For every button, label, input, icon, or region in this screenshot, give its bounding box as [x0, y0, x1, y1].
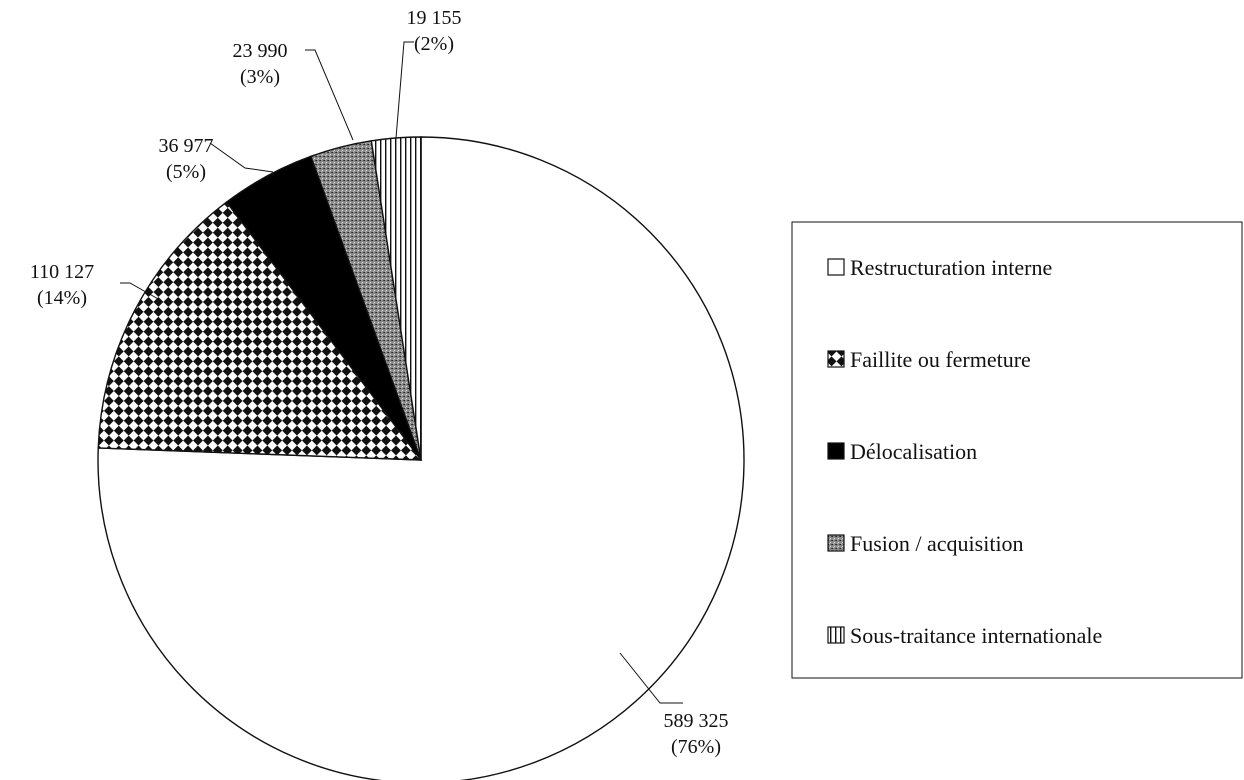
legend-swatch-delocalisation: [827, 442, 845, 460]
legend-swatch-restructuration-interne: [827, 258, 845, 276]
legend-label-restructuration-interne: Restructuration interne: [850, 255, 1052, 280]
leader-lines: [120, 41, 683, 704]
data-label-percent-restructuration-interne: (76%): [671, 736, 721, 758]
data-label-percent-faillite-ou-fermeture: (14%): [37, 287, 87, 309]
data-label-value-restructuration-interne: 589 325: [664, 710, 729, 732]
legend-swatch-sous-traitance-internationale: [827, 626, 845, 644]
data-label-value-fusion-acquisition: 23 990: [233, 40, 288, 62]
leader-line-restructuration-interne: [619, 652, 683, 704]
legend-swatch-faillite-ou-fermeture: [827, 350, 845, 368]
leader-line-faillite-ou-fermeture: [120, 282, 161, 301]
legend-label-delocalisation: Délocalisation: [850, 439, 977, 464]
data-label-percent-delocalisation: (5%): [166, 161, 206, 183]
leader-line-delocalisation: [209, 142, 274, 173]
data-label-percent-fusion-acquisition: (3%): [240, 66, 280, 88]
legend: Restructuration interne Faillite ou ferme…: [791, 221, 1243, 679]
legend-swatch-fusion-acquisition: [827, 534, 845, 552]
legend-label-sous-traitance-internationale: Sous-traitance internationale: [850, 623, 1102, 648]
data-label-value-sous-traitance-internationale: 19 155: [407, 7, 462, 29]
legend-box: [791, 221, 1243, 679]
data-label-value-delocalisation: 36 977: [159, 135, 214, 157]
pie-slices: [97, 136, 745, 780]
data-label-value-faillite-ou-fermeture: 110 127: [30, 261, 94, 283]
leader-line-fusion-acquisition: [305, 49, 354, 141]
legend-label-faillite-ou-fermeture: Faillite ou fermeture: [850, 347, 1031, 372]
data-label-percent-sous-traitance-internationale: (2%): [414, 33, 454, 55]
pie-slice-faillite-ou-fermeture: [97, 201, 423, 461]
legend-label-fusion-acquisition: Fusion / acquisition: [850, 531, 1024, 556]
data-labels: 589 325 (76%) 110 127 (14%) 36 977 (5%) 23 990…: [30, 7, 729, 758]
leader-line-sous-traitance-internationale: [395, 41, 414, 139]
